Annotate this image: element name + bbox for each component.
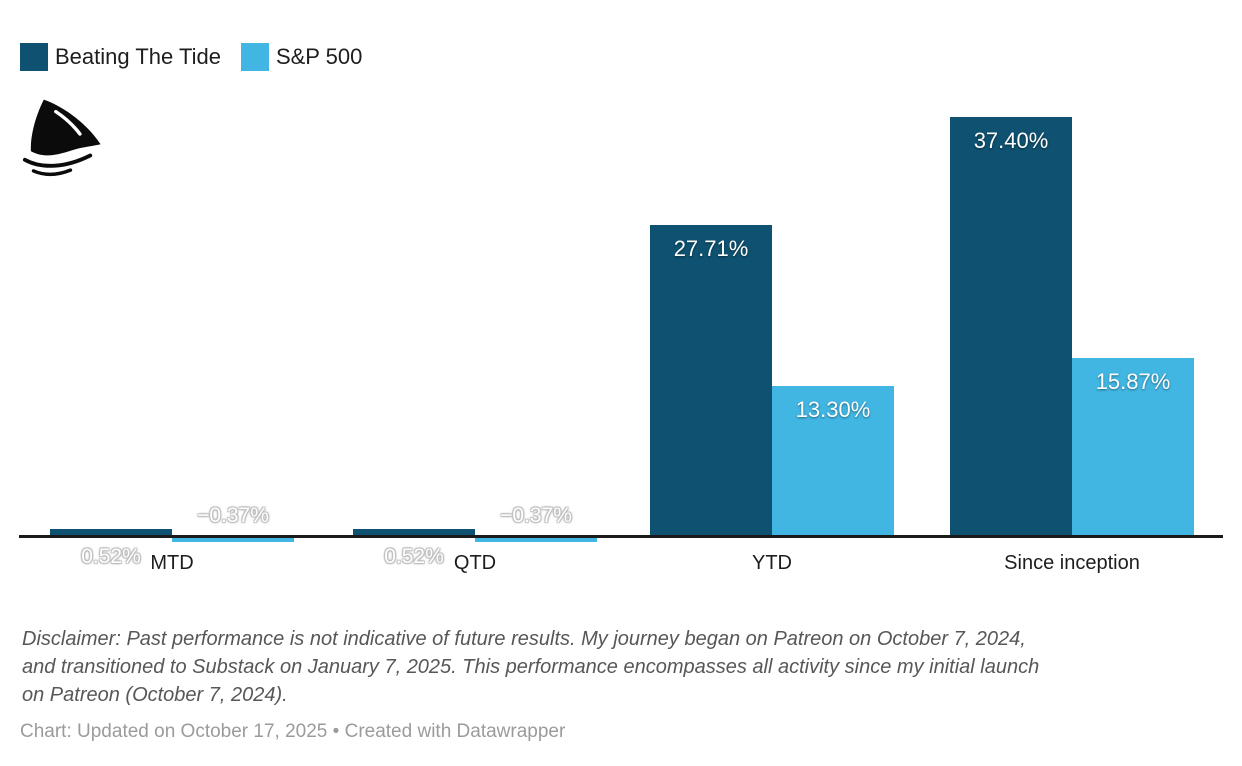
category-label-mtd: MTD — [150, 552, 194, 574]
category-label-qtd: QTD — [453, 552, 497, 574]
category-label-ytd: YTD — [752, 552, 792, 574]
legend-label: Beating The Tide — [55, 44, 221, 69]
shark-fin-icon — [18, 96, 104, 183]
bar-beating-the-tide-qtd — [353, 529, 475, 535]
disclaimer-text: Disclaimer: Past performance is not indi… — [22, 625, 1232, 709]
bar-value-label: −0.37% — [197, 504, 269, 527]
bar-s-p-500-ytd — [772, 386, 894, 535]
footer-updated-text: Chart: Updated on October 17, 2025 — [20, 721, 328, 742]
bar-beating-the-tide-since-inception — [950, 117, 1072, 535]
bar-s-p-500-mtd — [172, 538, 294, 542]
bar-s-p-500-qtd — [475, 538, 597, 542]
legend-swatch-light-blue — [240, 43, 269, 71]
legend-item-sp500: S&P 500 — [240, 43, 363, 71]
category-label-since-inception: Since inception — [1004, 552, 1140, 574]
legend-item-beating-the-tide: Beating The Tide — [20, 43, 221, 71]
footer-separator: • — [332, 721, 340, 742]
x-axis-line — [19, 535, 1223, 538]
bar-s-p-500-since-inception — [1072, 358, 1194, 535]
bar-beating-the-tide-ytd — [650, 225, 772, 535]
legend-label: S&P 500 — [275, 44, 363, 69]
datawrapper-credit-link[interactable]: Created with Datawrapper — [344, 721, 566, 742]
bar-beating-the-tide-mtd — [50, 529, 172, 535]
disclaimer-line: Disclaimer: Past performance is not indi… — [22, 628, 1026, 650]
legend-swatch-dark-blue — [20, 43, 48, 71]
disclaimer-line: and transitioned to Substack on January … — [22, 656, 1040, 678]
bar-value-label: −0.37% — [500, 504, 572, 527]
chart-footer: Chart: Updated on October 17, 2025 • Cre… — [20, 721, 565, 743]
disclaimer-line: on Patreon (October 7, 2024). — [22, 684, 288, 706]
chart-legend: Beating The Tide S&P 500 — [20, 43, 362, 71]
